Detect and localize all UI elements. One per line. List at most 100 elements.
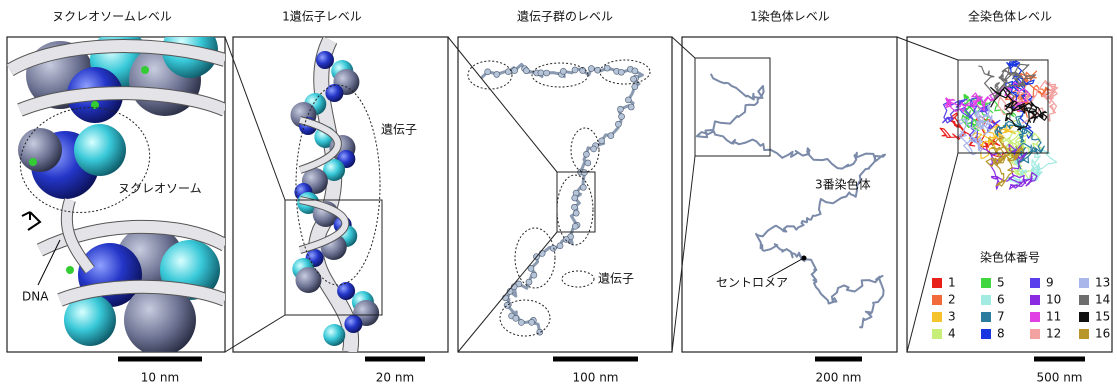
histone <box>74 124 126 176</box>
legend-title: 染色体番号 <box>980 250 1040 265</box>
bead <box>494 71 500 77</box>
legend-label: 2 <box>948 293 956 307</box>
bead <box>573 210 579 216</box>
bead <box>538 70 544 76</box>
bead <box>485 69 491 75</box>
annotation: DNA <box>22 290 49 304</box>
legend-label: 6 <box>997 293 1005 307</box>
bead <box>529 319 535 325</box>
bead <box>615 121 621 127</box>
scale-label: 200 nm <box>815 371 861 385</box>
bead <box>518 319 524 325</box>
atom <box>141 66 149 74</box>
histone <box>18 128 62 172</box>
bead <box>572 67 578 73</box>
legend-swatch <box>932 278 942 288</box>
bead <box>588 66 594 72</box>
bead <box>539 250 545 256</box>
bead <box>581 170 587 176</box>
annotation: 遺伝子 <box>598 271 634 286</box>
histone <box>337 282 355 300</box>
legend-label: 3 <box>948 310 956 324</box>
atom <box>29 158 37 166</box>
bead <box>580 184 586 190</box>
annotation: 遺伝子 <box>381 122 417 137</box>
annotation: ヌクレオソーム <box>118 182 202 196</box>
bead <box>625 97 631 103</box>
panel-title: ヌクレオソームレベル <box>52 10 172 24</box>
legend-swatch <box>981 312 991 322</box>
bead <box>617 106 623 112</box>
bead <box>504 302 510 308</box>
legend-swatch <box>981 329 991 339</box>
bead <box>544 70 550 76</box>
legend-swatch <box>981 295 991 305</box>
bead <box>618 69 624 75</box>
legend-swatch <box>932 295 942 305</box>
annotation: セントロメア <box>716 276 788 290</box>
legend-swatch <box>1079 329 1089 339</box>
legend-swatch <box>1079 295 1089 305</box>
legend-swatch <box>1030 312 1040 322</box>
scale-label: 500 nm <box>1036 371 1082 385</box>
bead <box>531 272 537 278</box>
legend-swatch <box>1079 312 1089 322</box>
legend-label: 1 <box>948 276 956 290</box>
bead <box>608 133 614 139</box>
legend-label: 13 <box>1095 276 1110 290</box>
legend-swatch <box>1079 278 1089 288</box>
bead <box>550 245 556 251</box>
legend-label: 16 <box>1095 327 1110 341</box>
legend-label: 14 <box>1095 293 1110 307</box>
annotation: 3番染色体 <box>815 177 871 192</box>
legend-swatch <box>932 312 942 322</box>
histone <box>325 84 343 102</box>
legend-label: 9 <box>1046 276 1054 290</box>
bead <box>537 329 543 335</box>
scale-label: 100 nm <box>572 371 618 385</box>
histone <box>295 267 321 293</box>
bead <box>526 279 532 285</box>
figure: ヌクレオソームレベル 10 nm ヌクレオソーム DNA 1遺伝子レベル 20 nm 遺伝子… <box>0 0 1117 388</box>
legend-swatch <box>1030 295 1040 305</box>
legend-label: 10 <box>1046 293 1061 307</box>
bead <box>632 68 638 74</box>
legend-label: 15 <box>1095 310 1110 324</box>
bead <box>632 84 638 90</box>
bead <box>557 243 563 249</box>
bead <box>630 76 636 82</box>
panel-title: 1遺伝子レベル <box>282 9 362 24</box>
bead <box>523 68 529 74</box>
legend-swatch <box>1030 329 1040 339</box>
histone <box>344 315 362 333</box>
legend-label: 4 <box>948 327 956 341</box>
panel-title: 遺伝子群のレベル <box>517 9 613 24</box>
legend-label: 8 <box>997 327 1005 341</box>
bead <box>571 204 577 210</box>
bead <box>560 68 566 74</box>
panel-title: 1染色体レベル <box>750 9 830 24</box>
legend-label: 11 <box>1046 310 1061 324</box>
bead <box>628 104 634 110</box>
bead <box>595 67 601 73</box>
legend-label: 7 <box>997 310 1005 324</box>
bead <box>572 195 578 201</box>
scale-label: 10 nm <box>141 371 179 385</box>
bead <box>619 114 625 120</box>
bead <box>512 68 518 74</box>
bead <box>572 223 578 229</box>
bead <box>604 65 610 71</box>
bead <box>583 151 589 157</box>
histone <box>323 324 345 346</box>
legend-label: 5 <box>997 276 1005 290</box>
centromere <box>802 256 807 261</box>
atom <box>66 266 74 274</box>
bead <box>513 315 519 321</box>
legend-swatch <box>981 278 991 288</box>
legend-label: 12 <box>1046 327 1061 341</box>
scale-label: 20 nm <box>376 371 414 385</box>
panel-title: 全染色体レベル <box>968 9 1052 24</box>
histone <box>316 51 334 69</box>
bead <box>599 138 605 144</box>
legend-swatch <box>932 329 942 339</box>
